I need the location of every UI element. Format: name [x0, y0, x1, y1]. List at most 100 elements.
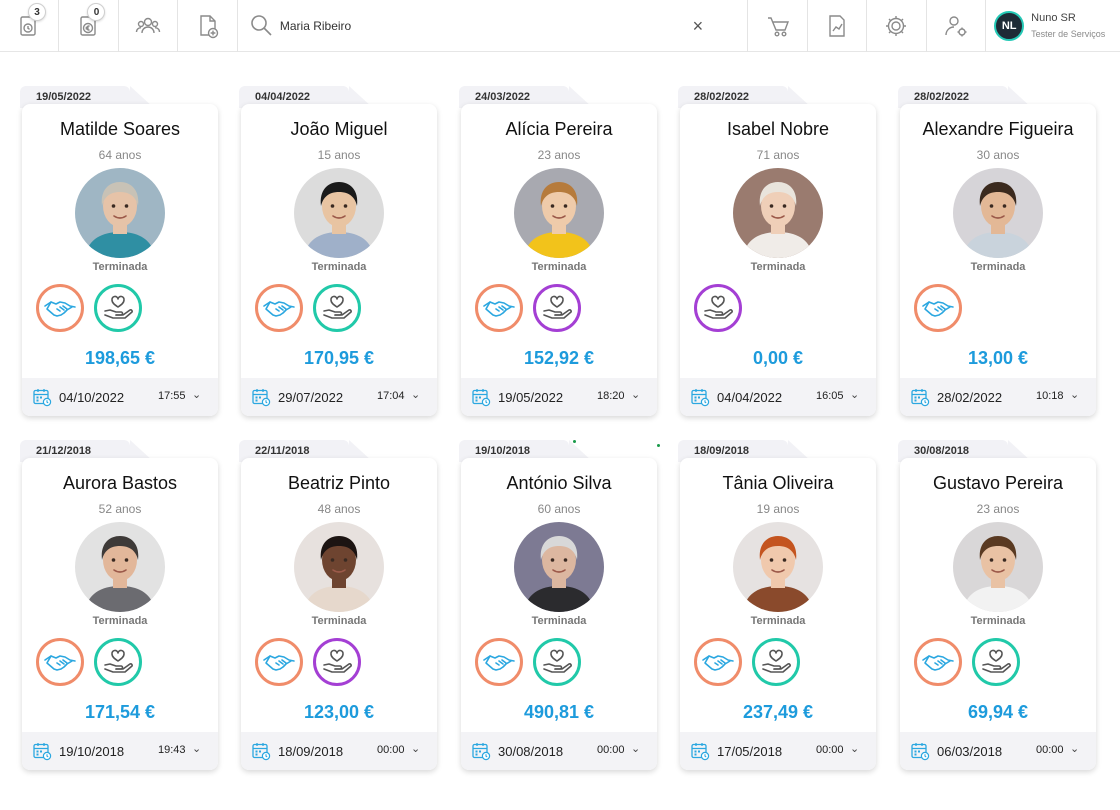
- settings-button[interactable]: [867, 0, 927, 52]
- client-photo: [953, 522, 1043, 612]
- handshake-service-icon[interactable]: [694, 638, 742, 686]
- card-footer[interactable]: 28/02/2022 10:18 ⌄: [900, 378, 1096, 416]
- client-photo: [514, 168, 604, 258]
- search-icon: [251, 15, 272, 36]
- appointment-card[interactable]: 22/11/2018 Beatriz Pinto 48 anos Terminada 1…: [239, 440, 439, 772]
- care-service-icon[interactable]: [94, 284, 142, 332]
- client-name: António Silva: [506, 473, 612, 493]
- handshake-service-icon[interactable]: [255, 638, 303, 686]
- client-photo: [733, 168, 823, 258]
- care-service-icon[interactable]: [752, 638, 800, 686]
- client-age: 19 anos: [756, 502, 800, 516]
- card-body[interactable]: Beatriz Pinto 48 anos Terminada 123,00 € 18/…: [241, 458, 437, 770]
- chevron-down-icon[interactable]: ⌄: [631, 743, 641, 755]
- care-service-icon[interactable]: [533, 638, 581, 686]
- appointment-card[interactable]: 04/04/2022 João Miguel 15 anos Terminada 170…: [239, 86, 439, 418]
- status-label: Terminada: [531, 615, 587, 627]
- client-age: 48 anos: [317, 502, 361, 516]
- handshake-service-icon[interactable]: [255, 284, 303, 332]
- card-body[interactable]: Alexandre Figueira 30 anos Terminada 13,00 …: [900, 104, 1096, 416]
- appointment-card[interactable]: 21/12/2018 Aurora Bastos 52 anos Terminada 1…: [20, 440, 220, 772]
- chevron-down-icon[interactable]: ⌄: [1070, 389, 1080, 401]
- appointment-card[interactable]: 24/03/2022 Alícia Pereira 23 anos Terminada…: [459, 86, 659, 418]
- card-footer[interactable]: 04/04/2022 16:05 ⌄: [680, 378, 876, 416]
- appointment-card[interactable]: 18/09/2018 Tânia Oliveira 19 anos Terminada…: [678, 440, 878, 772]
- footer-time: 00:00: [377, 744, 405, 756]
- client-photo: [75, 522, 165, 612]
- card-date: 18/09/2018: [678, 440, 812, 462]
- clear-search-button[interactable]: ×: [692, 15, 704, 36]
- search-input[interactable]: [279, 14, 680, 38]
- card-footer[interactable]: 04/10/2022 17:55 ⌄: [22, 378, 218, 416]
- decorative-dot: [657, 444, 660, 447]
- card-footer[interactable]: 17/05/2018 00:00 ⌄: [680, 732, 876, 770]
- card-body[interactable]: Isabel Nobre 71 anos Terminada 0,00 € 04/04/…: [680, 104, 876, 416]
- card-footer[interactable]: 18/09/2018 00:00 ⌄: [241, 732, 437, 770]
- care-service-icon[interactable]: [972, 638, 1020, 686]
- chart-document-icon: [829, 15, 845, 37]
- card-date: 19/10/2018: [459, 440, 593, 462]
- client-name: Beatriz Pinto: [287, 473, 391, 493]
- chevron-down-icon[interactable]: ⌄: [850, 389, 860, 401]
- handshake-service-icon[interactable]: [475, 638, 523, 686]
- handshake-service-icon[interactable]: [914, 284, 962, 332]
- handshake-service-icon[interactable]: [36, 284, 84, 332]
- card-footer[interactable]: 29/07/2022 17:04 ⌄: [241, 378, 437, 416]
- card-body[interactable]: João Miguel 15 anos Terminada 170,95 € 29/07…: [241, 104, 437, 416]
- appointment-card[interactable]: 19/10/2018 António Silva 60 anos Terminada 4…: [459, 440, 659, 772]
- calendar-clock-icon: [910, 741, 930, 761]
- care-service-icon[interactable]: [313, 284, 361, 332]
- chevron-down-icon[interactable]: ⌄: [850, 743, 860, 755]
- card-body[interactable]: António Silva 60 anos Terminada 490,81 € 30/…: [461, 458, 657, 770]
- search-bar: ×: [238, 0, 749, 52]
- care-service-icon[interactable]: [313, 638, 361, 686]
- handshake-service-icon[interactable]: [475, 284, 523, 332]
- groups-button[interactable]: [119, 0, 179, 52]
- client-name: João Miguel: [290, 119, 388, 139]
- chevron-down-icon[interactable]: ⌄: [631, 389, 641, 401]
- cart-button[interactable]: [748, 0, 808, 52]
- add-document-icon: [199, 15, 218, 39]
- billing-button[interactable]: 0: [59, 0, 119, 52]
- new-document-button[interactable]: [178, 0, 238, 52]
- timer-button[interactable]: 3: [0, 0, 60, 52]
- card-body[interactable]: Alícia Pereira 23 anos Terminada 152,92 € 19…: [461, 104, 657, 416]
- reports-button[interactable]: [808, 0, 868, 52]
- calendar-clock-icon: [32, 741, 52, 761]
- card-footer[interactable]: 19/05/2022 18:20 ⌄: [461, 378, 657, 416]
- user-settings-button[interactable]: [927, 0, 987, 52]
- care-service-icon[interactable]: [94, 638, 142, 686]
- card-body[interactable]: Matilde Soares 64 anos Terminada 198,65 € 04…: [22, 104, 218, 416]
- card-footer[interactable]: 19/10/2018 19:43 ⌄: [22, 732, 218, 770]
- chevron-down-icon[interactable]: ⌄: [411, 389, 421, 401]
- card-footer[interactable]: 30/08/2018 00:00 ⌄: [461, 732, 657, 770]
- card-footer[interactable]: 06/03/2018 00:00 ⌄: [900, 732, 1096, 770]
- footer-time: 10:18: [1036, 390, 1064, 402]
- avatar: NL: [994, 11, 1025, 41]
- appointment-card[interactable]: 19/05/2022 Matilde Soares 64 anos Terminada…: [20, 86, 220, 418]
- chevron-down-icon[interactable]: ⌄: [1070, 743, 1080, 755]
- care-service-icon[interactable]: [694, 284, 742, 332]
- card-body[interactable]: Tânia Oliveira 19 anos Terminada 237,49 € 17…: [680, 458, 876, 770]
- footer-date: 19/05/2022: [498, 390, 564, 405]
- appointment-card[interactable]: 28/02/2022 Isabel Nobre 71 anos Terminada 0,…: [678, 86, 878, 418]
- settings-icon: [886, 16, 907, 36]
- appointment-card[interactable]: 28/02/2022 Alexandre Figueira 30 anos Termi…: [898, 86, 1098, 418]
- user-profile[interactable]: NL Nuno SR Tester de Serviços: [986, 0, 1120, 52]
- chevron-down-icon[interactable]: ⌄: [192, 389, 202, 401]
- chevron-down-icon[interactable]: ⌄: [192, 743, 202, 755]
- appointment-card[interactable]: 30/08/2018 Gustavo Pereira 23 anos Terminad…: [898, 440, 1098, 772]
- amount: 490,81 €: [523, 702, 595, 722]
- calendar-clock-icon: [32, 387, 52, 407]
- handshake-service-icon[interactable]: [914, 638, 962, 686]
- footer-time: 00:00: [1036, 744, 1064, 756]
- card-body[interactable]: Gustavo Pereira 23 anos Terminada 69,94 € 06…: [900, 458, 1096, 770]
- client-name: Tânia Oliveira: [722, 473, 834, 493]
- status-label: Terminada: [92, 261, 148, 273]
- care-service-icon[interactable]: [533, 284, 581, 332]
- client-age: 64 anos: [98, 148, 142, 162]
- handshake-service-icon[interactable]: [36, 638, 84, 686]
- user-settings-icon: [945, 16, 967, 37]
- card-body[interactable]: Aurora Bastos 52 anos Terminada 171,54 € 19/…: [22, 458, 218, 770]
- chevron-down-icon[interactable]: ⌄: [411, 743, 421, 755]
